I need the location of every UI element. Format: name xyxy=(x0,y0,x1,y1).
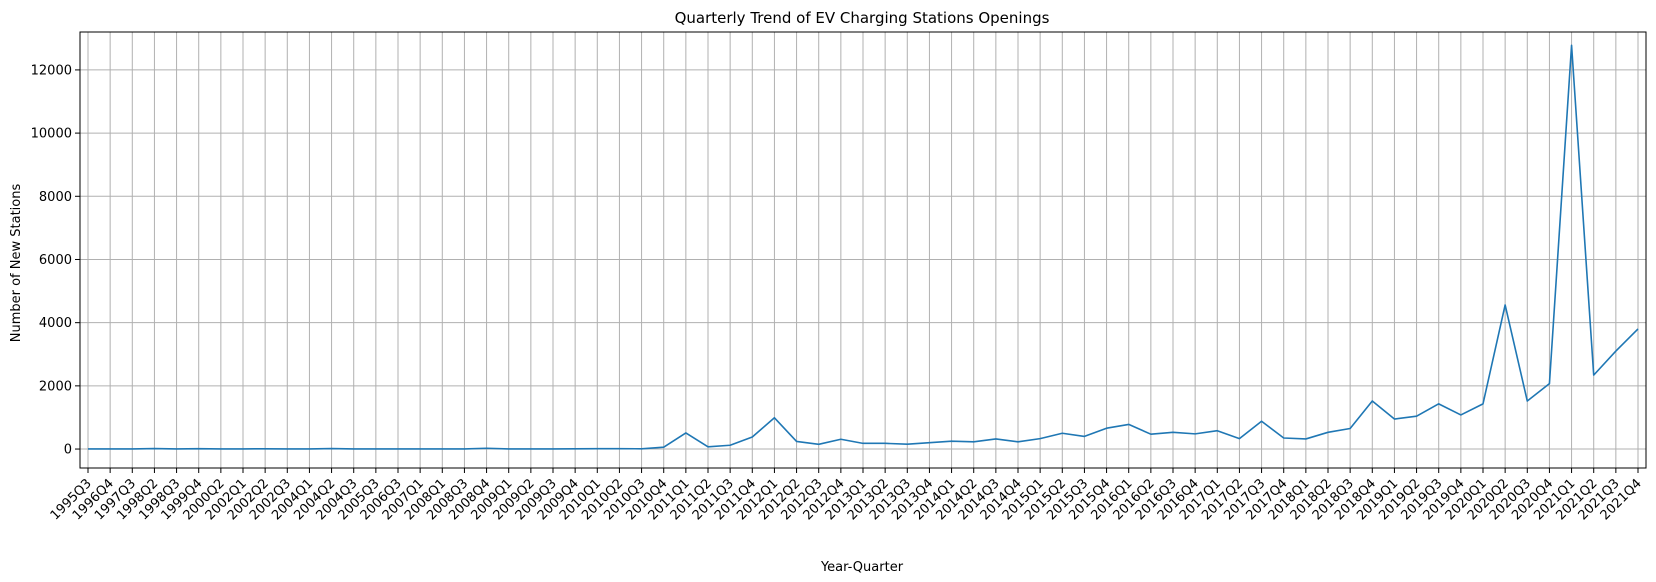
y-tick-label: 12000 xyxy=(31,63,72,78)
y-axis-label: Number of New Stations xyxy=(9,184,24,343)
x-tick-labels: 1995Q31996Q41997Q31998Q21998Q31999Q42000… xyxy=(48,476,1645,523)
series-line xyxy=(87,44,1639,450)
plot-frame xyxy=(79,31,1647,469)
y-tick-label: 6000 xyxy=(39,253,72,268)
y-tick-label: 10000 xyxy=(31,127,72,142)
x-axis-label: Year-Quarter xyxy=(820,560,904,575)
line-layer xyxy=(87,44,1639,450)
y-tick-label: 0 xyxy=(64,443,72,458)
y-tick-labels: 0 2000 4000 6000 8000 10000 12000 xyxy=(31,63,72,457)
grid-layer xyxy=(80,32,1646,468)
y-tick-label: 8000 xyxy=(39,190,72,205)
axes-layer xyxy=(75,31,1647,473)
y-tick-label: 4000 xyxy=(39,316,72,331)
y-tick-label: 2000 xyxy=(39,379,72,394)
chart-title: Quarterly Trend of EV Charging Stations … xyxy=(675,9,1050,27)
